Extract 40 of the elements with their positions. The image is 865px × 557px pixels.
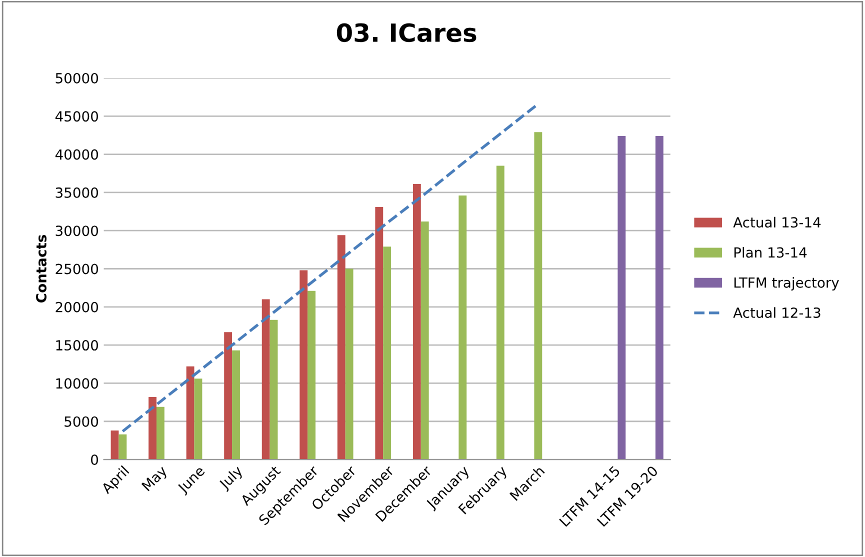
y-tick-label: 40000 — [55, 149, 98, 160]
bar — [412, 184, 421, 460]
legend-label: Actual 13-14 — [733, 216, 821, 228]
bar — [337, 235, 346, 460]
y-tick-label: 50000 — [56, 72, 98, 84]
legend-label: Plan 13-14 — [734, 246, 807, 258]
y-tick-label: 35000 — [56, 187, 98, 198]
y-tick-label: 0 — [91, 454, 98, 465]
y-tick-label: 45000 — [55, 111, 98, 122]
bar — [156, 406, 164, 460]
bar — [148, 396, 156, 460]
bar — [420, 221, 429, 460]
bar — [618, 136, 626, 460]
bar — [110, 430, 119, 460]
y-axis-title: Contacts — [36, 235, 47, 302]
bar — [375, 206, 384, 460]
bar — [300, 270, 308, 460]
bar — [383, 246, 392, 460]
y-tick-label: 25000 — [56, 264, 98, 274]
bar — [194, 378, 202, 460]
y-tick-label: 15000 — [56, 340, 98, 351]
bar — [224, 332, 232, 460]
bar — [655, 136, 664, 460]
bar — [308, 290, 316, 460]
y-tick-label: 10000 — [56, 378, 98, 389]
bar — [262, 299, 270, 460]
legend-label: Actual 12-13 — [733, 307, 820, 318]
bar — [345, 268, 354, 460]
legend-label: LTFM trajectory — [734, 277, 839, 291]
bar — [534, 132, 542, 460]
y-tick-label: 30000 — [56, 226, 98, 236]
bar — [232, 350, 240, 460]
bar — [186, 366, 194, 460]
bar — [496, 166, 504, 460]
chart-title: 03. ICares — [336, 23, 476, 42]
y-tick-label: 20000 — [56, 302, 98, 312]
bar — [270, 320, 278, 460]
y-tick-label: 5000 — [64, 416, 98, 427]
bar — [118, 434, 127, 460]
bar — [458, 195, 467, 460]
